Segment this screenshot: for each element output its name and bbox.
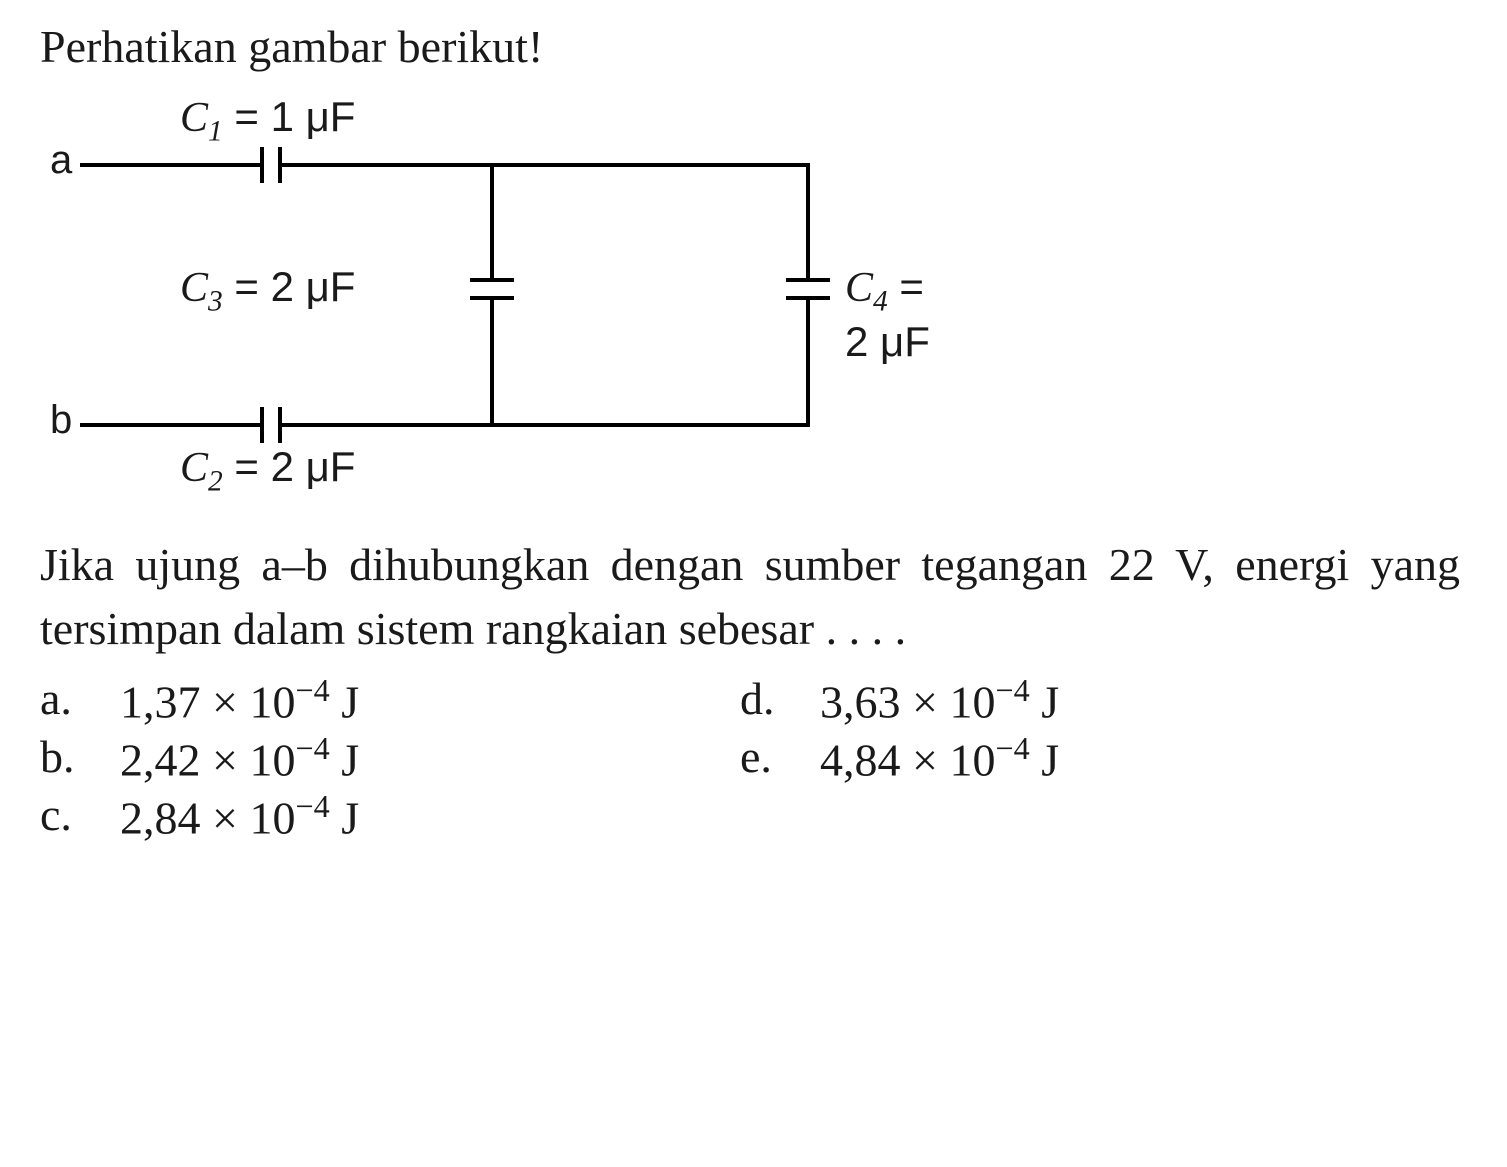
c1-label: C1 = 1 μF [180, 93, 355, 148]
question-text: Jika ujung a–b dihubungkan dengan sumber… [40, 533, 1460, 662]
option-b: b. 2,42 × 10−4 J [40, 730, 740, 786]
c3-label: C3 = 2 μF [180, 263, 355, 318]
option-a: a. 1,37 × 10−4 J [40, 672, 740, 728]
answer-options: a. 1,37 × 10−4 J d. 3,63 × 10−4 J b. 2,4… [40, 672, 1467, 847]
problem-title: Perhatikan gambar berikut! [40, 20, 1467, 73]
option-d: d. 3,63 × 10−4 J [740, 672, 1440, 728]
option-e: e. 4,84 × 10−4 J [740, 730, 1440, 786]
terminal-a-label: a [50, 138, 72, 183]
c4-label: C4 = 2 μF [845, 263, 950, 367]
option-c: c. 2,84 × 10−4 J [40, 788, 740, 844]
c2-label: C2 = 2 μF [180, 443, 355, 498]
terminal-b-label: b [50, 398, 72, 443]
circuit-diagram: a b C1 = 1 μF C2 = 2 μF C3 = 2 μF C4 = [50, 83, 950, 503]
